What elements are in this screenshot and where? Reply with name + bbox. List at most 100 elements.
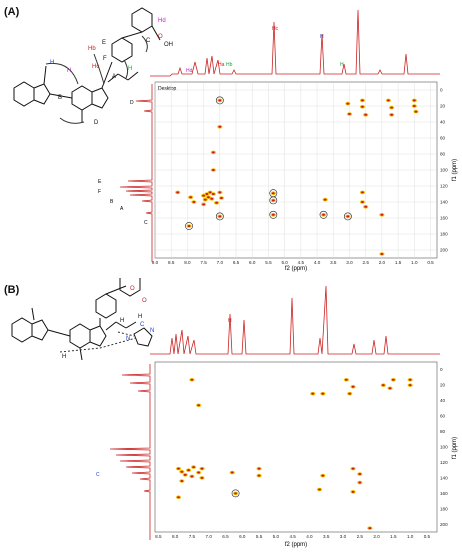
proj-label-c-b: C [96, 472, 100, 478]
x-tick-label: 0.5 [427, 260, 434, 265]
cross-peak-core [351, 490, 355, 493]
cross-peak-core [364, 205, 368, 208]
cross-peak-core [412, 99, 416, 102]
x-axis-label-a: f2 (ppm) [285, 266, 307, 272]
label-h-green: H [128, 66, 132, 72]
label-hc: Hc [92, 64, 99, 70]
proton-projection-a [150, 9, 440, 77]
cross-peak-core [215, 201, 218, 204]
label-e: E [102, 40, 106, 46]
x-tick-label: 6.5 [233, 260, 240, 265]
cross-peak-core [344, 378, 348, 381]
cross-peak-core [200, 467, 204, 470]
y-tick-label: 60 [440, 136, 446, 141]
cross-peak-core [346, 102, 350, 105]
cross-peak-core [203, 198, 207, 201]
proj-label-d: D [130, 100, 134, 106]
proj-label-c: C [144, 220, 148, 226]
y-tick-label: 180 [440, 506, 448, 511]
cross-peak-core [205, 193, 209, 195]
cross-peak-core [381, 384, 385, 387]
cross-peak-core [207, 196, 210, 199]
panel-b: (B) O O N N H H [0, 271, 462, 550]
y-tick-label: 80 [440, 429, 446, 434]
cross-peak-core [368, 527, 372, 530]
cross-peak-core [391, 378, 395, 381]
y-tick-label: 200 [440, 248, 448, 253]
cross-peak-core [271, 199, 275, 202]
cross-peak-core [323, 198, 327, 201]
cross-peak-core [187, 469, 190, 472]
peak-label-ha: Ha [218, 62, 225, 68]
y-tick-label: 100 [440, 168, 448, 173]
highlight-circle [269, 196, 278, 205]
cross-peak-core [348, 392, 352, 395]
label-f: F [103, 56, 107, 62]
label-hb: Hb [88, 46, 96, 52]
label-o-1: O [130, 286, 135, 292]
label-d: D [94, 120, 99, 126]
x-tick-label: 2.0 [373, 534, 380, 539]
plot-frame-b [154, 361, 438, 533]
x-tick-label: 6.0 [239, 534, 246, 539]
x-tick-label: 2.0 [379, 260, 386, 265]
cross-peak-core [210, 197, 214, 200]
cross-peak-core [218, 99, 222, 102]
cross-peak-core [318, 488, 321, 491]
proton-peak-labels-a: Hc Ha Hb Hd H H [186, 26, 344, 74]
cross-peak-core [190, 475, 194, 478]
structure-labels-a: H H B A F E D C O OH Hd Hb Hc H [50, 18, 173, 126]
x-tick-label: 5.5 [265, 260, 272, 265]
cross-peak-core [364, 113, 368, 116]
cross-peak-core [189, 196, 193, 199]
y-tick-label: 140 [440, 475, 448, 480]
x-tick-label: 2.5 [357, 534, 364, 539]
highlight-circle [269, 210, 278, 219]
cross-peaks-b [175, 377, 413, 530]
cross-peak-core [408, 378, 412, 381]
x-axis-label-b: f2 (ppm) [285, 542, 307, 548]
y-tick-label: 160 [440, 491, 448, 496]
cross-peak-core [358, 481, 362, 484]
cross-peak-core [177, 496, 180, 499]
highlight-circle [343, 212, 352, 221]
x-tick-label: 7.5 [200, 260, 207, 265]
x-ticks-b: 8.5 8.0 7.5 7.0 6.5 6.0 5.5 5.0 4.5 4.0 3.5 3.0 2.5 2… [155, 534, 430, 539]
highlight-circle [231, 489, 240, 498]
panel-b-figure: O O N N H H H C H C 8.5 8.0 7.5 7.0 6.5 6.0 5.… [11, 271, 458, 548]
y-tick-label: 100 [440, 445, 448, 450]
x-tick-label: 8.5 [155, 534, 162, 539]
x-tick-label: 5.0 [281, 260, 288, 265]
cross-peaks-a [175, 98, 419, 256]
highlight-circles-a [185, 96, 352, 230]
y-tick-label: 40 [440, 398, 446, 403]
cross-peak-core [390, 113, 394, 116]
cross-peak-core [388, 387, 392, 390]
cross-peak-core [190, 378, 194, 381]
y-axis-label-b: f1 (ppm) [452, 437, 458, 459]
y-tick-label: 160 [440, 216, 448, 221]
carbon-projection-labels-a: D E F B A C [98, 100, 148, 226]
x-tick-label: 8.0 [172, 534, 179, 539]
x-tick-label: 8.0 [184, 260, 191, 265]
cross-peak-core [211, 151, 215, 154]
cross-peak-core [257, 474, 261, 477]
cross-peak-core [321, 392, 325, 395]
x-tick-label: 7.0 [217, 260, 224, 265]
y-tick-label: 140 [440, 200, 448, 205]
label-h-1: H [120, 318, 124, 324]
cross-peak-core [390, 106, 394, 109]
cross-peak-core [187, 225, 191, 227]
cross-peak-core [358, 473, 362, 476]
label-hd: Hd [158, 18, 166, 24]
panel-label-b: (B) [4, 284, 20, 296]
cross-peak-core [208, 191, 212, 194]
spectrum-title: Desktop [158, 86, 177, 92]
x-ticks-a: 9.0 8.5 8.0 7.5 7.0 6.5 6.0 5.5 5.0 4.5 4.0 3.5 3.0 2… [152, 260, 434, 265]
label-h-3: H [62, 354, 66, 360]
cross-peak-core [408, 384, 412, 387]
label-n-2: N [150, 328, 154, 334]
highlight-circle [185, 222, 193, 230]
label-oh: OH [164, 42, 173, 48]
x-tick-label: 5.0 [273, 534, 280, 539]
